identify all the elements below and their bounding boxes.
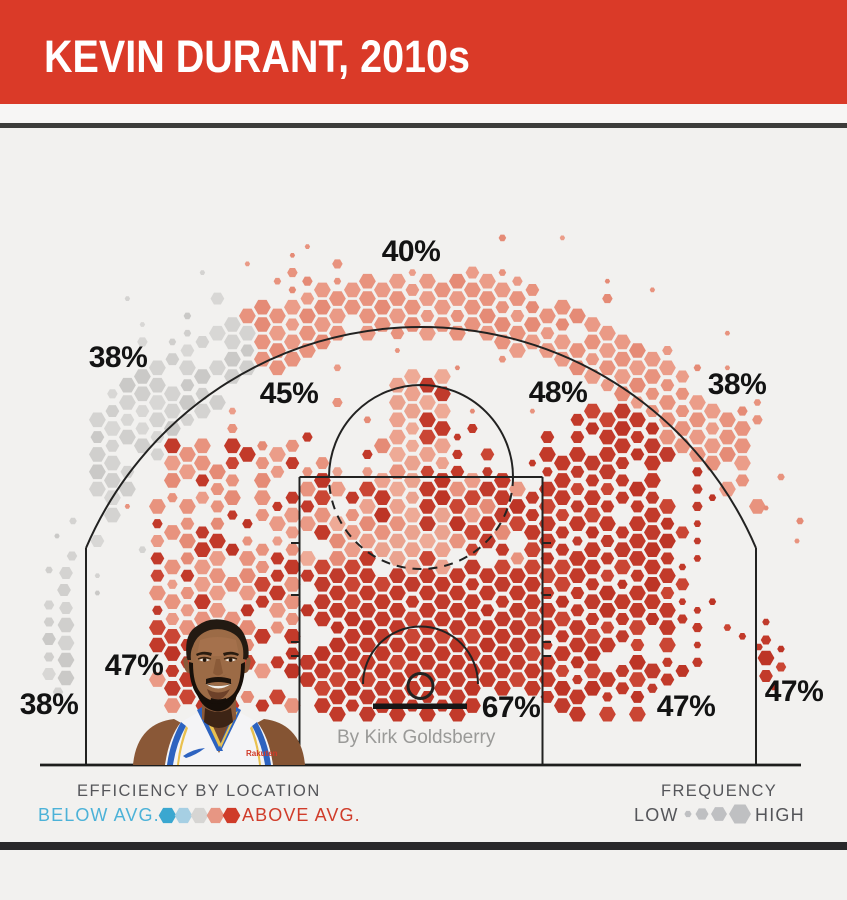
svg-text:67%: 67% bbox=[482, 691, 541, 724]
svg-text:38%: 38% bbox=[708, 368, 767, 401]
svg-text:FREQUENCY: FREQUENCY bbox=[661, 782, 777, 800]
svg-text:48%: 48% bbox=[529, 376, 588, 409]
svg-text:By Kirk Goldsberry: By Kirk Goldsberry bbox=[337, 727, 496, 748]
svg-text:47%: 47% bbox=[105, 649, 164, 682]
svg-text:45%: 45% bbox=[260, 377, 319, 410]
svg-text:38%: 38% bbox=[89, 341, 148, 374]
svg-text:EFFICIENCY BY LOCATION: EFFICIENCY BY LOCATION bbox=[77, 782, 321, 800]
svg-text:47%: 47% bbox=[765, 675, 824, 708]
svg-text:ABOVE AVG.: ABOVE AVG. bbox=[242, 805, 361, 825]
svg-text:BELOW AVG.: BELOW AVG. bbox=[38, 805, 160, 825]
svg-text:HIGH: HIGH bbox=[755, 805, 805, 825]
svg-text:Rakuten: Rakuten bbox=[246, 749, 278, 758]
svg-text:40%: 40% bbox=[382, 235, 441, 268]
svg-text:38%: 38% bbox=[20, 688, 79, 721]
svg-text:47%: 47% bbox=[657, 690, 716, 723]
svg-text:LOW: LOW bbox=[634, 805, 679, 825]
